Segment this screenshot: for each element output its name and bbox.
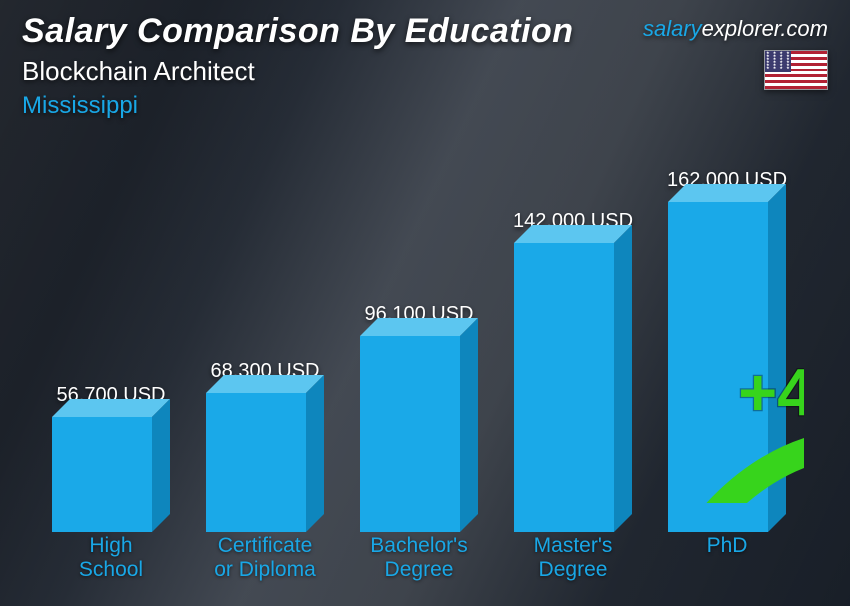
- bar: 96,100 USD: [353, 303, 485, 532]
- chart-location: Mississippi: [22, 92, 138, 120]
- bar: 68,300 USD: [199, 360, 331, 532]
- bar-chart: 56,700 USD68,300 USD96,100 USD142,000 US…: [34, 118, 804, 588]
- bar: 162,000 USD: [661, 169, 793, 532]
- chart-subtitle: Blockchain Architect: [22, 56, 255, 87]
- us-flag-icon: ★ ★ ★ ★ ★ ★★ ★ ★ ★ ★ ★★ ★ ★ ★ ★ ★★ ★ ★ ★…: [764, 50, 828, 90]
- x-labels: HighSchoolCertificateor DiplomaBachelor'…: [34, 534, 804, 588]
- bars-container: 56,700 USD68,300 USD96,100 USD142,000 US…: [34, 118, 804, 532]
- x-axis-label: Master'sDegree: [498, 534, 648, 588]
- x-axis-label: PhD: [652, 534, 802, 588]
- brand-label: salaryexplorer.com: [643, 16, 828, 42]
- infographic-stage: Salary Comparison By Education Blockchai…: [0, 0, 850, 606]
- x-axis-label: HighSchool: [36, 534, 186, 588]
- brand-prefix: salary: [643, 16, 702, 41]
- bar: 142,000 USD: [507, 210, 639, 532]
- x-axis-label: Certificateor Diploma: [190, 534, 340, 588]
- brand-suffix: explorer.com: [702, 16, 828, 41]
- chart-title: Salary Comparison By Education: [22, 12, 574, 51]
- x-axis-label: Bachelor'sDegree: [344, 534, 494, 588]
- bar: 56,700 USD: [45, 384, 177, 532]
